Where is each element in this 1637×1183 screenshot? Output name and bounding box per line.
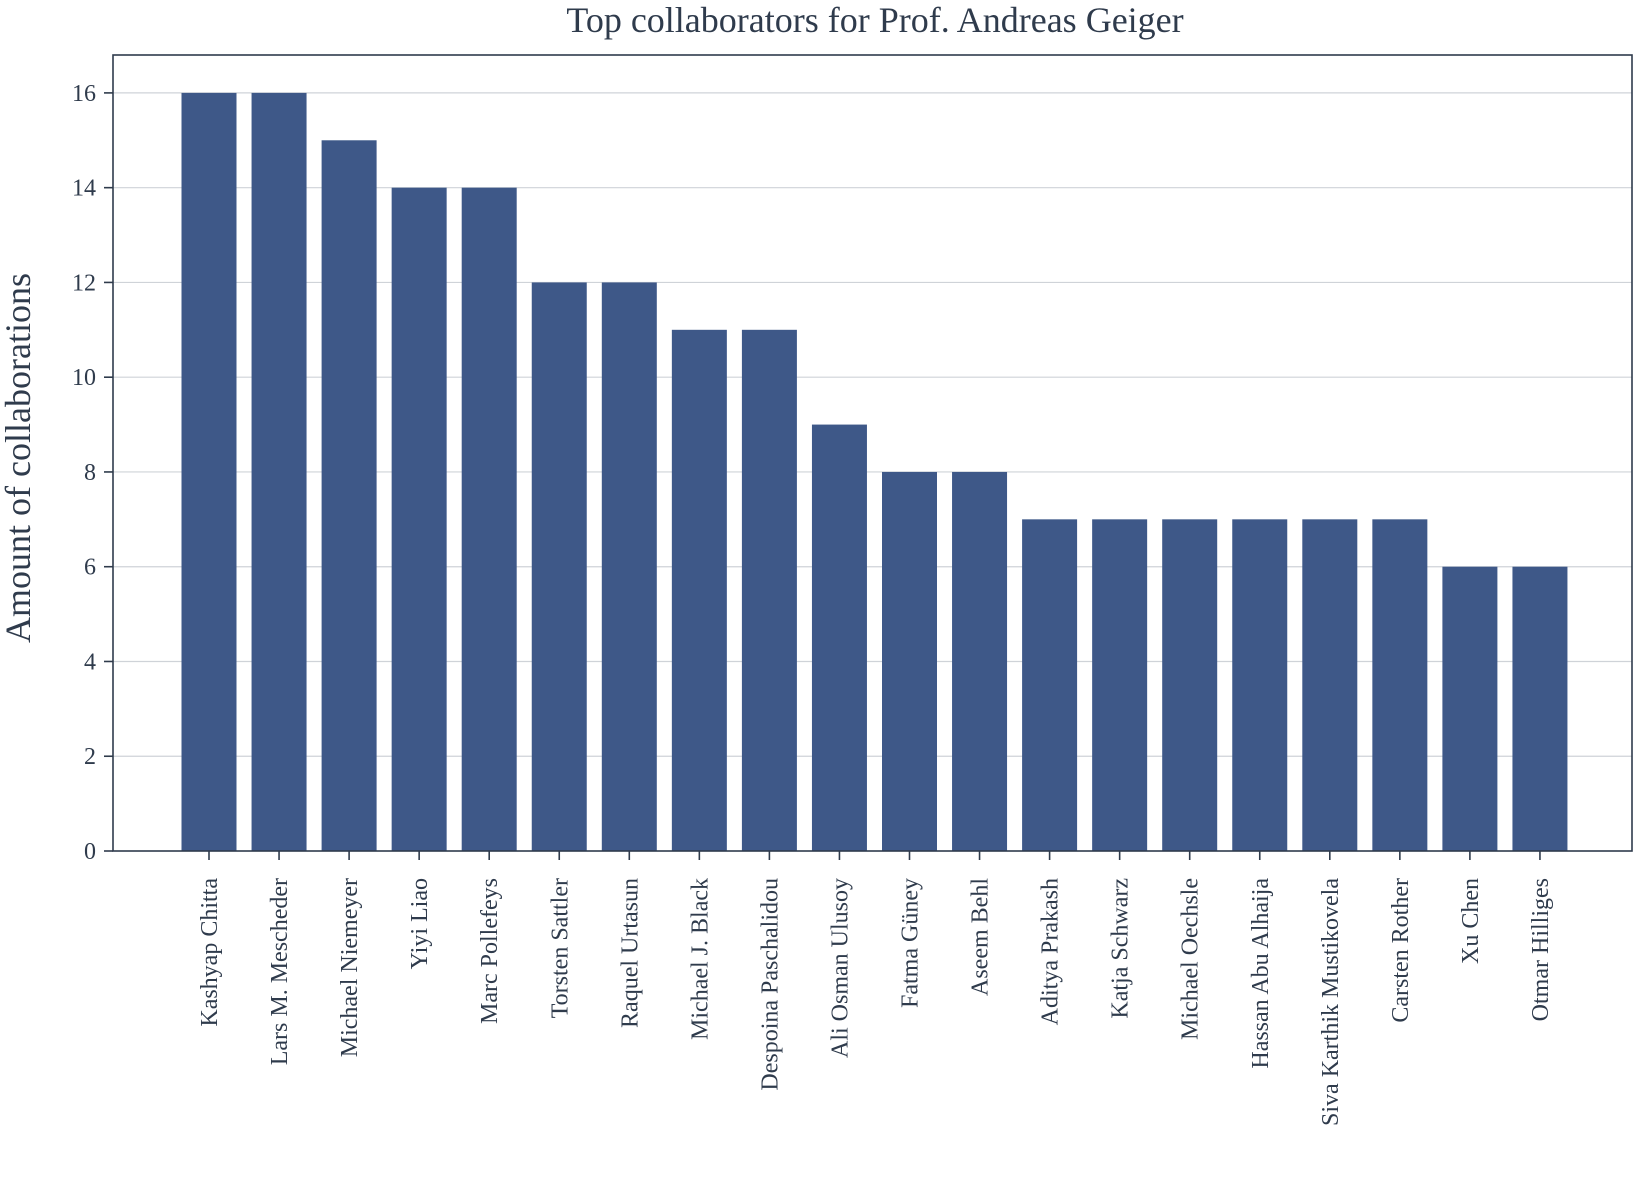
y-tick-label: 14 xyxy=(72,176,96,202)
bar xyxy=(181,92,237,851)
bar xyxy=(1232,519,1288,851)
y-tick-label: 16 xyxy=(72,81,96,107)
bar xyxy=(741,329,797,851)
x-tick-label: Aseem Behl xyxy=(968,878,994,996)
y-tick-label: 6 xyxy=(84,555,96,581)
y-tick-label: 0 xyxy=(84,839,96,865)
bar xyxy=(1372,519,1428,851)
bar xyxy=(671,329,727,851)
y-tick-label: 12 xyxy=(72,270,96,296)
x-tick-label: Lars M. Mescheder xyxy=(267,878,293,1065)
bar xyxy=(1092,519,1148,851)
bar xyxy=(882,471,937,851)
x-tick-label: Hassan Abu Alhaija xyxy=(1248,878,1274,1069)
x-tick-label: Despoina Paschalidou xyxy=(757,878,783,1091)
bar xyxy=(811,424,867,851)
bar xyxy=(1512,566,1568,851)
x-tick-label: Michael Oechsle xyxy=(1178,878,1204,1040)
y-axis-label: Amount of collaborations xyxy=(0,273,38,643)
bar xyxy=(1302,519,1358,851)
y-tick-label: 2 xyxy=(84,744,96,770)
bar xyxy=(251,92,307,851)
x-tick-label: Marc Pollefeys xyxy=(477,878,503,1024)
x-tick-label: Ali Osman Ulusoy xyxy=(827,878,853,1058)
x-axis-ticks: Kashyap Chitta Lars M. Mescheder Michael N… xyxy=(197,851,1554,1126)
bar xyxy=(1442,566,1498,851)
bar xyxy=(601,282,657,851)
bar xyxy=(461,187,517,851)
x-tick-label: Michael Niemeyer xyxy=(337,878,363,1057)
x-tick-label: Otmar Hilliges xyxy=(1528,878,1554,1021)
x-tick-label: Katja Schwarz xyxy=(1108,878,1134,1019)
x-tick-label: Siva Karthik Mustikovela xyxy=(1318,878,1344,1126)
bar xyxy=(391,187,447,851)
x-tick-label: Carsten Rother xyxy=(1388,878,1414,1023)
x-tick-label: Yiyi Liao xyxy=(407,878,433,969)
bar xyxy=(321,140,377,852)
bars xyxy=(181,92,1568,852)
x-tick-label: Torsten Sattler xyxy=(547,878,573,1018)
x-tick-label: Kashyap Chitta xyxy=(197,878,223,1027)
x-tick-label: Raquel Urtasun xyxy=(617,878,643,1028)
y-tick-label: 10 xyxy=(72,365,96,391)
plot-frame xyxy=(112,54,1633,852)
x-tick-label: Xu Chen xyxy=(1458,878,1484,964)
x-tick-label: Aditya Prakash xyxy=(1038,878,1064,1025)
x-tick-label: Michael J. Black xyxy=(687,878,713,1040)
bar xyxy=(952,471,1008,851)
x-tick-label: Fatma Güney xyxy=(898,878,924,1008)
y-tick-label: 8 xyxy=(84,460,96,486)
chart-title: Top collaborators for Prof. Andreas Geig… xyxy=(566,0,1183,40)
bar xyxy=(1162,519,1218,851)
y-tick-label: 4 xyxy=(84,649,96,675)
bar xyxy=(531,282,587,851)
y-axis-ticks: 0 2 4 6 8 10 12 14 16 xyxy=(72,81,113,865)
bar xyxy=(1022,519,1078,851)
